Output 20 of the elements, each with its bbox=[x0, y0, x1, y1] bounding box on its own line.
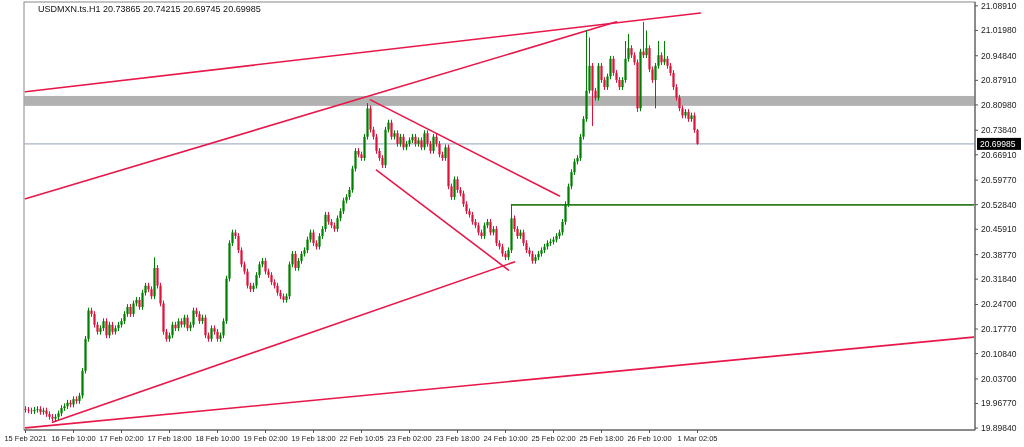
y-tick-label: 20.45910 bbox=[981, 224, 1017, 235]
y-tick-label: 19.89840 bbox=[981, 423, 1017, 434]
ref-line-label: 20.69985 bbox=[980, 138, 1016, 149]
y-tick-label: 20.03700 bbox=[981, 373, 1017, 384]
y-tick-label: 20.24700 bbox=[981, 299, 1017, 310]
y-tick-label: 20.80980 bbox=[981, 99, 1017, 110]
y-tick-label: 20.73840 bbox=[981, 125, 1017, 136]
y-tick-label: 20.66910 bbox=[981, 149, 1017, 160]
y-tick-label: 20.87910 bbox=[981, 75, 1017, 86]
y-tick-label: 21.01980 bbox=[981, 25, 1017, 36]
y-tick-label: 19.96770 bbox=[981, 398, 1017, 409]
y-tick-label: 21.08910 bbox=[981, 0, 1017, 11]
y-tick-label: 20.52840 bbox=[981, 199, 1017, 210]
y-tick-label: 20.17770 bbox=[981, 324, 1017, 335]
y-tick-label: 20.59770 bbox=[981, 175, 1017, 186]
y-tick-label: 20.31840 bbox=[981, 274, 1017, 285]
y-tick-label: 20.94840 bbox=[981, 50, 1017, 61]
y-tick-label: 20.38770 bbox=[981, 249, 1017, 260]
chart-title: USDMXN.ts.H1 20.73865 20.74215 20.69745 20.69985 bbox=[38, 4, 261, 14]
y-tick-label: 20.10840 bbox=[981, 348, 1017, 359]
